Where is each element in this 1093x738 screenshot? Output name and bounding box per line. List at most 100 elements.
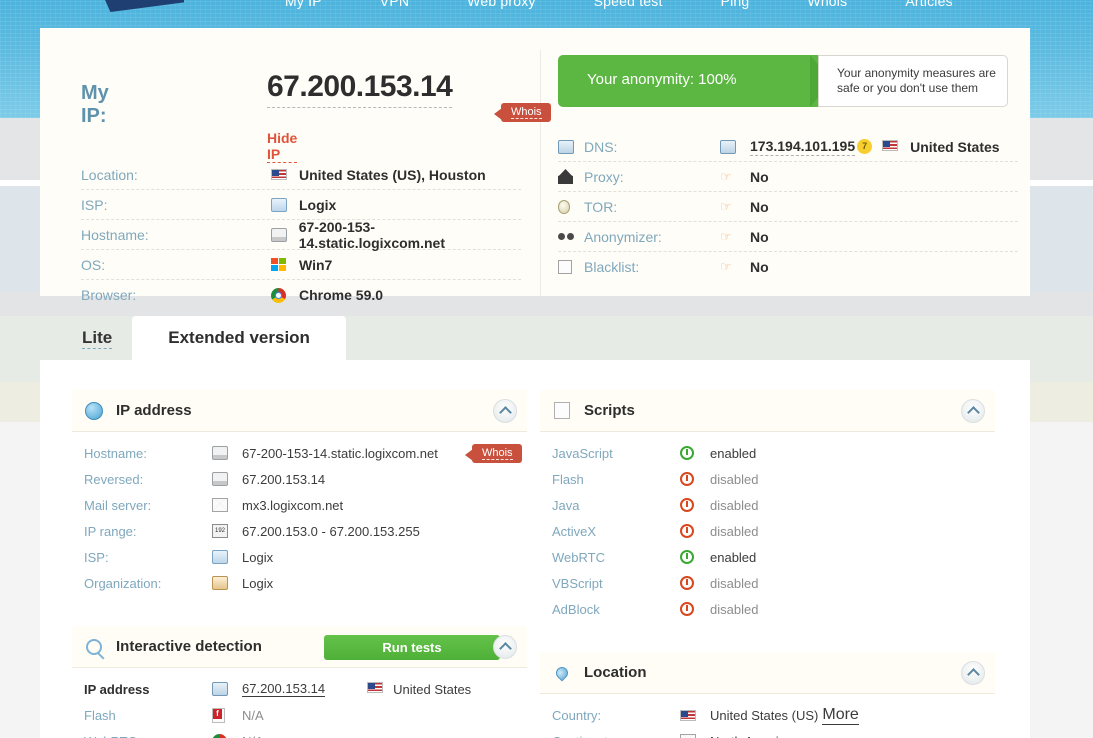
map-pin-icon bbox=[540, 664, 584, 681]
panel-interactive-detection-header: Interactive detection Run tests bbox=[72, 626, 527, 668]
row-script-javascript: JavaScript enabled bbox=[540, 440, 995, 466]
thumb-hand-icon: ☞ bbox=[720, 168, 732, 184]
anonymity-note-box: Your anonymity measures are safe or you … bbox=[818, 55, 1008, 107]
anon-value-tor: No bbox=[750, 198, 769, 215]
collapse-interactive-detection-button[interactable] bbox=[493, 635, 517, 659]
hide-ip-link[interactable]: Hide IP bbox=[267, 130, 298, 163]
key-location-country: Country: bbox=[552, 707, 602, 723]
thumb-hand-icon: ☞ bbox=[720, 198, 732, 214]
value-script-java: disabled bbox=[710, 497, 759, 513]
isp-icon bbox=[212, 550, 242, 564]
nav-item-ping[interactable]: Ping bbox=[720, 0, 750, 9]
ip-summary-left: My IP: 67.200.153.14 Hide IP Whois Locat… bbox=[40, 28, 551, 303]
us-flag-icon bbox=[367, 680, 384, 698]
anon-key-blacklist: Blacklist: bbox=[584, 259, 640, 275]
value-detect-webrtc: N/A bbox=[242, 734, 264, 738]
key-isp: ISP: bbox=[84, 549, 109, 565]
value-script-javascript: enabled bbox=[710, 445, 757, 461]
row-script-flash: Flash disabled bbox=[540, 466, 995, 492]
site-logo[interactable] bbox=[104, 0, 184, 12]
tab-extended-version[interactable]: Extended version bbox=[132, 316, 346, 360]
key-mail-server: Mail server: bbox=[84, 497, 152, 513]
nav-item-speed-test[interactable]: Speed test bbox=[593, 0, 663, 9]
key-detect-webrtc: WebRTC bbox=[72, 734, 212, 738]
anon-row-dns: DNS: 173.194.101.195 7 United States bbox=[558, 132, 1018, 162]
my-ip-value: 67.200.153.14 bbox=[267, 70, 453, 108]
collapse-location-button[interactable] bbox=[961, 661, 985, 685]
summary-key-hostname: Hostname: bbox=[81, 226, 149, 243]
location-more-link[interactable]: More bbox=[822, 705, 859, 725]
panel-location-header: Location bbox=[540, 652, 995, 694]
power-off-icon bbox=[680, 576, 710, 590]
magnifier-icon bbox=[72, 638, 116, 655]
flash-icon bbox=[212, 707, 242, 723]
value-script-adblock: disabled bbox=[710, 601, 759, 617]
nav-item-web-proxy[interactable]: Web proxy bbox=[467, 0, 536, 9]
summary-key-isp: ISP: bbox=[81, 196, 108, 213]
us-flag-icon bbox=[271, 169, 299, 180]
whois-badge-label: Whois bbox=[511, 106, 542, 119]
key-script-java: Java bbox=[552, 497, 580, 513]
value-detect-flash: N/A bbox=[242, 707, 264, 723]
summary-value-os: Win7 bbox=[299, 256, 333, 273]
value-location-country: United States (US) bbox=[710, 707, 819, 723]
thumb-hand-icon: ☞ bbox=[720, 259, 732, 274]
glasses-icon bbox=[558, 232, 584, 241]
document-icon bbox=[540, 402, 584, 419]
whois-badge-label: Whois bbox=[482, 447, 513, 460]
nav-item-articles[interactable]: Articles bbox=[905, 0, 953, 9]
anon-row-anonymizer: Anonymizer: ☞ No bbox=[558, 222, 1018, 252]
summary-value-location: United States (US), Houston bbox=[299, 166, 486, 183]
panel-ip-address-body: Hostname: 67-200-153-14.static.logixcom.… bbox=[72, 432, 527, 596]
key-script-adblock: AdBlock bbox=[552, 601, 600, 617]
power-off-icon bbox=[680, 472, 710, 486]
key-script-javascript: JavaScript bbox=[552, 445, 613, 461]
panel-interactive-detection-title: Interactive detection bbox=[116, 638, 262, 655]
card-divider bbox=[540, 50, 541, 296]
nav-item-vpn[interactable]: VPN bbox=[379, 0, 410, 9]
summary-row-browser: Browser: Chrome 59.0 bbox=[81, 280, 521, 310]
dns-country-value: United States bbox=[910, 138, 1000, 155]
panel-interactive-detection: Interactive detection Run tests IP addre… bbox=[72, 626, 527, 738]
key-detect-flash: Flash bbox=[84, 707, 116, 723]
key-ip-range: IP range: bbox=[84, 523, 137, 539]
tab-extended-label: Extended version bbox=[168, 328, 310, 347]
run-tests-button[interactable]: Run tests bbox=[324, 635, 500, 660]
chrome-icon bbox=[271, 287, 299, 303]
value-hostname: 67-200-153-14.static.logixcom.net bbox=[242, 445, 438, 461]
tab-lite[interactable]: Lite bbox=[62, 316, 132, 360]
my-ip-label: My IP: bbox=[81, 82, 109, 127]
panel-ip-address: IP address Hostname: 67-200-153-14.stati… bbox=[72, 390, 527, 596]
row-detect-webrtc: WebRTC N/A bbox=[72, 728, 527, 738]
tab-lite-label: Lite bbox=[82, 327, 113, 349]
value-detect-ip-address[interactable]: 67.200.153.14 bbox=[242, 681, 326, 697]
summary-key-os: OS: bbox=[81, 256, 106, 273]
key-script-activex: ActiveX bbox=[552, 523, 597, 539]
whois-badge-ip-address[interactable]: Whois bbox=[465, 443, 522, 463]
anon-row-blacklist: Blacklist: ☞ No bbox=[558, 252, 1018, 282]
dns-ip-value[interactable]: 173.194.101.195 bbox=[750, 137, 856, 156]
spy-icon bbox=[558, 169, 584, 184]
value-ip-range: 67.200.153.0 - 67.200.153.255 bbox=[242, 523, 420, 539]
collapse-scripts-button[interactable] bbox=[961, 399, 985, 423]
nav-item-whois[interactable]: Whois bbox=[807, 0, 848, 9]
row-script-java: Java disabled bbox=[540, 492, 995, 518]
isp-icon bbox=[271, 197, 299, 212]
panel-location-title: Location bbox=[584, 664, 647, 681]
whois-badge-top[interactable]: Whois bbox=[494, 102, 551, 122]
background-band-gray2 bbox=[0, 292, 1093, 316]
value-script-flash: disabled bbox=[710, 471, 759, 487]
envelope-icon bbox=[212, 498, 242, 512]
thumb-hand-icon: ☞ bbox=[720, 228, 732, 244]
dns-count-badge: 7 bbox=[857, 139, 873, 154]
panel-interactive-detection-body: IP address 67.200.153.14 United States F… bbox=[72, 668, 527, 738]
anon-value-anonymizer: No bbox=[750, 228, 769, 245]
summary-row-os: OS: Win7 bbox=[81, 250, 521, 280]
dns-icon bbox=[558, 139, 584, 154]
collapse-ip-address-button[interactable] bbox=[493, 399, 517, 423]
row-reversed: Reversed: 67.200.153.14 bbox=[72, 466, 527, 492]
key-hostname: Hostname: bbox=[84, 445, 147, 461]
globe-icon bbox=[72, 401, 116, 420]
nav-item-my-ip[interactable]: My IP bbox=[285, 0, 322, 9]
